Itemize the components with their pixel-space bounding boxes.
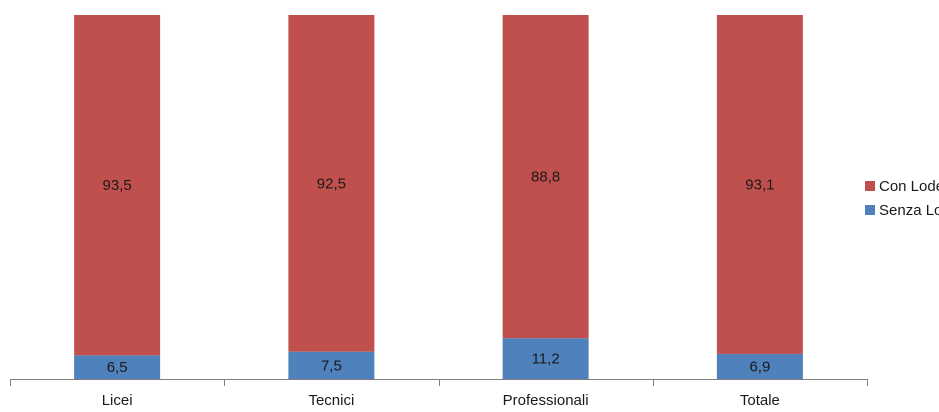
x-tick-label-totale: Totale: [740, 392, 780, 409]
data-label-tecnici-senza-lode: 7,5: [321, 357, 342, 374]
legend-swatch-con-lode: [865, 181, 875, 191]
bar-professionali-con-lode: [502, 15, 589, 339]
data-label-professionali-senza-lode: 11,2: [532, 351, 560, 368]
bars-group: [74, 15, 803, 379]
data-label-professionali-con-lode: 88,8: [531, 169, 560, 186]
data-label-totale-senza-lode: 6,9: [749, 358, 770, 375]
data-label-totale-con-lode: 93,1: [745, 176, 774, 193]
bar-professionali-senza-lode: [502, 338, 589, 379]
bar-tecnici-senza-lode: [288, 351, 375, 379]
bar-licei-con-lode: [74, 15, 161, 356]
legend-swatch-senza-lode: [865, 205, 875, 215]
x-tick-labels: Licei Tecnici Professionali Totale: [102, 392, 780, 409]
data-labels-group: 6,5 93,5 7,5 92,5 11,2 88,8 6,9 93,1: [103, 169, 775, 377]
legend-label-senza-lode: Senza Lode: [879, 202, 939, 219]
data-label-licei-con-lode: 93,5: [103, 177, 132, 194]
x-tick-label-tecnici: Tecnici: [308, 392, 354, 409]
x-axis: [10, 379, 868, 386]
bar-totale-senza-lode: [716, 353, 803, 379]
legend: Con Lode Senza Lode: [865, 178, 939, 219]
data-label-licei-senza-lode: 6,5: [107, 359, 128, 376]
bar-totale-con-lode: [716, 15, 803, 354]
bar-licei-senza-lode: [74, 355, 161, 379]
x-tick-label-professionali: Professionali: [503, 392, 589, 409]
data-label-tecnici-con-lode: 92,5: [317, 175, 346, 192]
bar-tecnici-con-lode: [288, 15, 375, 352]
legend-label-con-lode: Con Lode: [879, 178, 939, 195]
x-tick-label-licei: Licei: [102, 392, 133, 409]
